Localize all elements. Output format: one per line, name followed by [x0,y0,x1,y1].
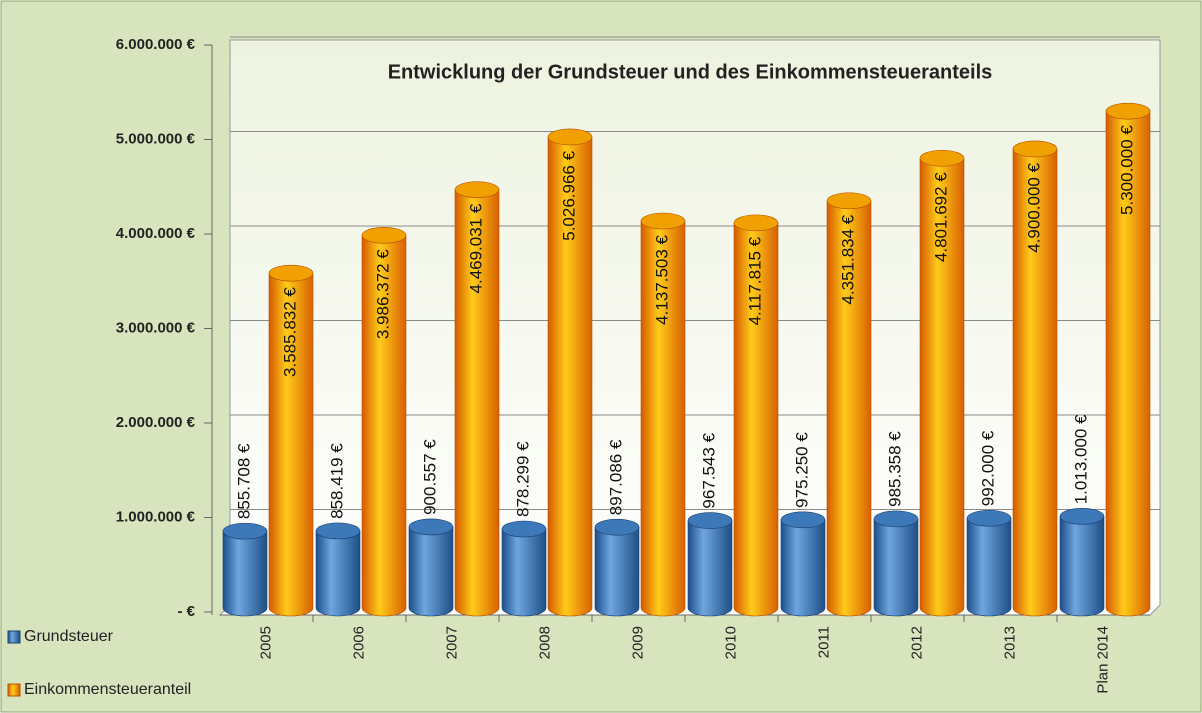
x-tick-label: 2007 [443,626,460,659]
bar-top [826,192,872,210]
bar [547,136,593,617]
value-label: 975.250 € [792,432,811,508]
value-label: 1.013.000 € [1071,414,1090,504]
bar [966,517,1012,617]
x-tick-label: 2008 [536,626,553,659]
x-tick-label: 2011 [815,626,832,658]
legend-label: Grundsteuer [24,628,114,645]
x-tick-label: 2010 [722,626,739,659]
value-label: 858.419 € [327,443,346,519]
bar [640,220,686,617]
bar [733,222,779,617]
y-tick-label: 4.000.000 € [116,225,196,242]
y-tick-label: 1.000.000 € [116,508,196,525]
value-label: 4.137.503 € [652,234,671,324]
bar-top [454,181,500,198]
x-tick-label: 2012 [908,626,925,659]
bar [408,526,454,617]
value-label: 967.543 € [699,432,718,508]
bar [687,520,733,617]
y-tick-label: 5.000.000 € [116,130,196,147]
bar-top [733,214,779,232]
value-label: 3.986.372 € [373,249,392,339]
bar [1012,148,1058,617]
bar-top [408,518,454,536]
value-label: 5.026.966 € [559,150,578,240]
value-label: 900.557 € [420,439,439,515]
bar [501,528,547,617]
bar-top [268,264,314,282]
bar-top [873,510,919,528]
bar-top [966,509,1012,527]
legend-label: Einkommensteueranteil [24,681,191,698]
x-tick-label: Plan 2014 [1094,626,1111,694]
value-label: 992.000 € [978,430,997,506]
bar [361,234,407,617]
bar-top [501,520,547,538]
bar [1105,110,1151,617]
bar [222,530,268,617]
bar [315,530,361,617]
bar [454,189,500,617]
bar-top [222,522,268,540]
bar [780,519,826,617]
y-tick-label: - € [177,603,195,620]
x-tick-label: 2013 [1001,626,1018,659]
bar-top [1059,507,1105,525]
bar-top [594,518,640,536]
value-label: 4.900.000 € [1024,162,1043,252]
value-label: 985.358 € [885,431,904,507]
bar-top [547,128,593,146]
value-label: 897.086 € [606,439,625,515]
bar [1059,515,1105,617]
value-label: 4.469.031 € [466,203,485,293]
value-label: 4.351.834 € [838,214,857,304]
bar [594,526,640,617]
bar [268,272,314,617]
bar-top [640,212,686,230]
bar [826,200,872,617]
bar-top [780,511,826,529]
bar-top [919,149,965,167]
bar [873,518,919,617]
value-label: 4.117.815 € [745,236,764,325]
bar [919,157,965,617]
bar-top [1105,102,1151,120]
bar-top [361,226,407,244]
bar-top [315,522,361,540]
value-label: 3.585.832 € [280,287,299,377]
bar-top [1012,140,1058,158]
legend-swatch [7,683,21,697]
value-label: 5.300.000 € [1117,125,1136,215]
y-tick-label: 6.000.000 € [116,36,196,53]
x-tick-label: 2005 [257,626,274,659]
value-label: 4.801.692 € [931,172,950,262]
legend-swatch [7,630,21,644]
y-tick-label: 2.000.000 € [116,414,196,431]
bar-top [687,512,733,529]
value-label: 855.708 € [234,443,253,519]
x-tick-label: 2006 [350,626,367,659]
y-tick-label: 3.000.000 € [116,319,196,336]
x-tick-label: 2009 [629,626,646,659]
value-label: 878.299 € [513,441,532,517]
chart-title: Entwicklung der Grundsteuer und des Eink… [388,61,993,83]
